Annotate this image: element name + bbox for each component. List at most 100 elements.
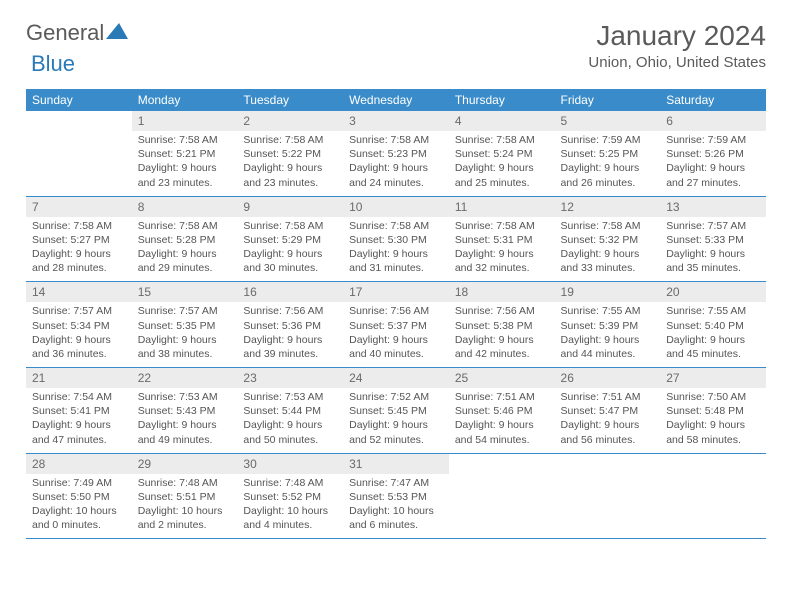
day-number: 6 <box>660 111 766 131</box>
day-info: Sunrise: 7:49 AMSunset: 5:50 PMDaylight:… <box>26 474 132 539</box>
day-number: 12 <box>555 197 661 217</box>
day-cell: 20Sunrise: 7:55 AMSunset: 5:40 PMDayligh… <box>660 282 766 368</box>
day-cell: 10Sunrise: 7:58 AMSunset: 5:30 PMDayligh… <box>343 196 449 282</box>
day-info: Sunrise: 7:56 AMSunset: 5:38 PMDaylight:… <box>449 302 555 367</box>
day-cell: 1Sunrise: 7:58 AMSunset: 5:21 PMDaylight… <box>132 111 238 196</box>
day-cell: 5Sunrise: 7:59 AMSunset: 5:25 PMDaylight… <box>555 111 661 196</box>
dayhead-monday: Monday <box>132 89 238 111</box>
day-number: 29 <box>132 454 238 474</box>
day-cell: 17Sunrise: 7:56 AMSunset: 5:37 PMDayligh… <box>343 282 449 368</box>
dayhead-friday: Friday <box>555 89 661 111</box>
day-cell: 13Sunrise: 7:57 AMSunset: 5:33 PMDayligh… <box>660 196 766 282</box>
day-number: 7 <box>26 197 132 217</box>
day-number-empty <box>660 454 766 472</box>
day-info: Sunrise: 7:57 AMSunset: 5:33 PMDaylight:… <box>660 217 766 282</box>
day-cell: 22Sunrise: 7:53 AMSunset: 5:43 PMDayligh… <box>132 368 238 454</box>
logo-sub: Blue <box>31 51 771 77</box>
day-number: 18 <box>449 282 555 302</box>
day-cell: 26Sunrise: 7:51 AMSunset: 5:47 PMDayligh… <box>555 368 661 454</box>
day-number: 22 <box>132 368 238 388</box>
day-number: 23 <box>237 368 343 388</box>
day-info: Sunrise: 7:58 AMSunset: 5:28 PMDaylight:… <box>132 217 238 282</box>
day-number: 31 <box>343 454 449 474</box>
day-cell: 23Sunrise: 7:53 AMSunset: 5:44 PMDayligh… <box>237 368 343 454</box>
week-row: 28Sunrise: 7:49 AMSunset: 5:50 PMDayligh… <box>26 453 766 539</box>
dayhead-tuesday: Tuesday <box>237 89 343 111</box>
day-cell: 28Sunrise: 7:49 AMSunset: 5:50 PMDayligh… <box>26 453 132 539</box>
day-number: 25 <box>449 368 555 388</box>
day-info: Sunrise: 7:56 AMSunset: 5:37 PMDaylight:… <box>343 302 449 367</box>
day-cell: 12Sunrise: 7:58 AMSunset: 5:32 PMDayligh… <box>555 196 661 282</box>
day-number: 24 <box>343 368 449 388</box>
day-number: 9 <box>237 197 343 217</box>
day-cell <box>660 453 766 539</box>
day-info: Sunrise: 7:58 AMSunset: 5:30 PMDaylight:… <box>343 217 449 282</box>
day-number: 2 <box>237 111 343 131</box>
day-cell: 7Sunrise: 7:58 AMSunset: 5:27 PMDaylight… <box>26 196 132 282</box>
day-number-empty <box>555 454 661 472</box>
day-number: 14 <box>26 282 132 302</box>
month-title: January 2024 <box>588 20 766 52</box>
day-cell: 19Sunrise: 7:55 AMSunset: 5:39 PMDayligh… <box>555 282 661 368</box>
day-cell: 11Sunrise: 7:58 AMSunset: 5:31 PMDayligh… <box>449 196 555 282</box>
day-cell: 9Sunrise: 7:58 AMSunset: 5:29 PMDaylight… <box>237 196 343 282</box>
day-number-empty <box>449 454 555 472</box>
day-cell: 21Sunrise: 7:54 AMSunset: 5:41 PMDayligh… <box>26 368 132 454</box>
day-cell: 30Sunrise: 7:48 AMSunset: 5:52 PMDayligh… <box>237 453 343 539</box>
day-info: Sunrise: 7:55 AMSunset: 5:40 PMDaylight:… <box>660 302 766 367</box>
day-info: Sunrise: 7:58 AMSunset: 5:32 PMDaylight:… <box>555 217 661 282</box>
day-info: Sunrise: 7:59 AMSunset: 5:26 PMDaylight:… <box>660 131 766 196</box>
logo-name: General <box>26 20 104 46</box>
day-number: 26 <box>555 368 661 388</box>
dayhead-sunday: Sunday <box>26 89 132 111</box>
day-info: Sunrise: 7:47 AMSunset: 5:53 PMDaylight:… <box>343 474 449 539</box>
dayhead-saturday: Saturday <box>660 89 766 111</box>
day-cell: 24Sunrise: 7:52 AMSunset: 5:45 PMDayligh… <box>343 368 449 454</box>
day-info: Sunrise: 7:58 AMSunset: 5:24 PMDaylight:… <box>449 131 555 196</box>
day-info: Sunrise: 7:52 AMSunset: 5:45 PMDaylight:… <box>343 388 449 453</box>
day-cell: 31Sunrise: 7:47 AMSunset: 5:53 PMDayligh… <box>343 453 449 539</box>
day-info-empty <box>555 472 661 522</box>
day-cell <box>555 453 661 539</box>
day-info: Sunrise: 7:50 AMSunset: 5:48 PMDaylight:… <box>660 388 766 453</box>
day-number: 17 <box>343 282 449 302</box>
day-info: Sunrise: 7:58 AMSunset: 5:31 PMDaylight:… <box>449 217 555 282</box>
day-info: Sunrise: 7:51 AMSunset: 5:47 PMDaylight:… <box>555 388 661 453</box>
day-number-empty <box>26 111 132 129</box>
day-info: Sunrise: 7:55 AMSunset: 5:39 PMDaylight:… <box>555 302 661 367</box>
dayhead-row: SundayMondayTuesdayWednesdayThursdayFrid… <box>26 89 766 111</box>
day-number: 11 <box>449 197 555 217</box>
day-info: Sunrise: 7:58 AMSunset: 5:27 PMDaylight:… <box>26 217 132 282</box>
day-number: 30 <box>237 454 343 474</box>
day-number: 16 <box>237 282 343 302</box>
day-cell: 6Sunrise: 7:59 AMSunset: 5:26 PMDaylight… <box>660 111 766 196</box>
day-cell: 18Sunrise: 7:56 AMSunset: 5:38 PMDayligh… <box>449 282 555 368</box>
day-info: Sunrise: 7:48 AMSunset: 5:51 PMDaylight:… <box>132 474 238 539</box>
logo: General <box>26 20 130 46</box>
day-number: 15 <box>132 282 238 302</box>
day-info: Sunrise: 7:58 AMSunset: 5:23 PMDaylight:… <box>343 131 449 196</box>
day-cell: 15Sunrise: 7:57 AMSunset: 5:35 PMDayligh… <box>132 282 238 368</box>
day-number: 4 <box>449 111 555 131</box>
day-cell: 29Sunrise: 7:48 AMSunset: 5:51 PMDayligh… <box>132 453 238 539</box>
day-cell <box>449 453 555 539</box>
day-info: Sunrise: 7:58 AMSunset: 5:22 PMDaylight:… <box>237 131 343 196</box>
day-number: 19 <box>555 282 661 302</box>
day-cell: 27Sunrise: 7:50 AMSunset: 5:48 PMDayligh… <box>660 368 766 454</box>
day-number: 3 <box>343 111 449 131</box>
day-info: Sunrise: 7:51 AMSunset: 5:46 PMDaylight:… <box>449 388 555 453</box>
day-number: 27 <box>660 368 766 388</box>
day-info: Sunrise: 7:53 AMSunset: 5:44 PMDaylight:… <box>237 388 343 453</box>
dayhead-wednesday: Wednesday <box>343 89 449 111</box>
day-number: 1 <box>132 111 238 131</box>
day-number: 8 <box>132 197 238 217</box>
dayhead-thursday: Thursday <box>449 89 555 111</box>
day-info: Sunrise: 7:48 AMSunset: 5:52 PMDaylight:… <box>237 474 343 539</box>
day-cell: 4Sunrise: 7:58 AMSunset: 5:24 PMDaylight… <box>449 111 555 196</box>
day-cell: 2Sunrise: 7:58 AMSunset: 5:22 PMDaylight… <box>237 111 343 196</box>
day-info: Sunrise: 7:58 AMSunset: 5:29 PMDaylight:… <box>237 217 343 282</box>
day-number: 5 <box>555 111 661 131</box>
day-info: Sunrise: 7:56 AMSunset: 5:36 PMDaylight:… <box>237 302 343 367</box>
day-info: Sunrise: 7:57 AMSunset: 5:35 PMDaylight:… <box>132 302 238 367</box>
day-info-empty <box>26 129 132 179</box>
